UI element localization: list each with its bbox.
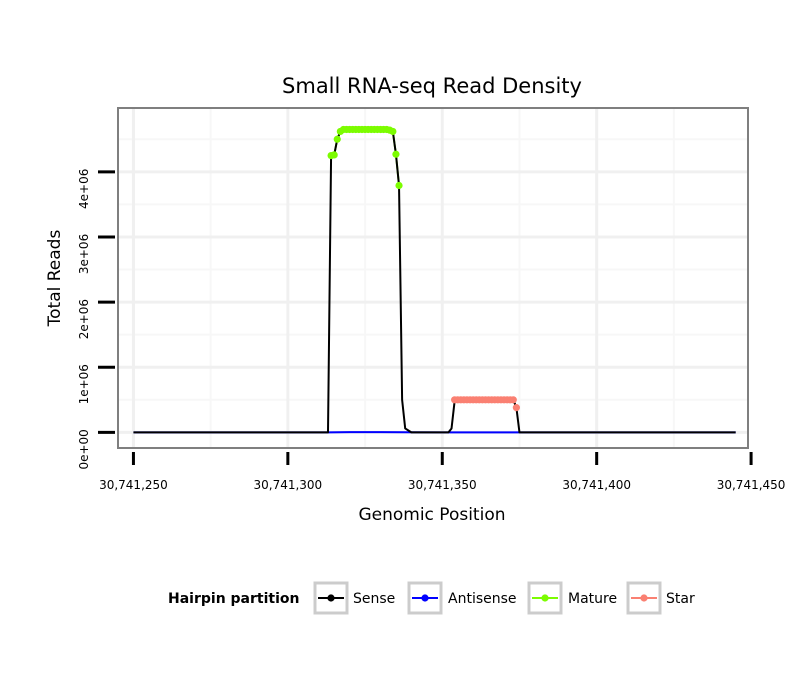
chart-title: Small RNA-seq Read Density: [282, 74, 582, 98]
legend: Hairpin partition Sense Antisense Mature St…: [168, 581, 695, 615]
legend-dot-star: [640, 594, 648, 602]
data-point-star: [512, 404, 520, 412]
y-tick-label: 4e+06: [77, 169, 91, 209]
x-axis: 30,741,250 30,741,300 30,741,350 30,741,400…: [99, 452, 785, 492]
grid-lines: [119, 109, 747, 447]
legend-dot-sense: [327, 594, 335, 602]
data-point-mature: [333, 135, 341, 143]
legend-label-antisense: Antisense: [448, 591, 517, 607]
data-point-mature: [395, 181, 403, 190]
x-tick-label: 30,741,450: [717, 478, 786, 492]
series-points: [327, 125, 520, 412]
y-tick-label: 3e+06: [77, 234, 91, 274]
y-tick-label: 1e+06: [77, 364, 91, 404]
y-axis-title: Total Reads: [45, 230, 65, 328]
data-point-mature: [392, 150, 400, 158]
y-tick-label: 0e+00: [77, 429, 91, 469]
plot-panel: [117, 107, 749, 449]
x-tick-label: 30,741,400: [562, 478, 631, 492]
data-point-mature: [330, 151, 338, 159]
legend-title: Hairpin partition: [168, 591, 299, 607]
x-axis-title: Genomic Position: [358, 505, 505, 525]
data-point-mature: [389, 127, 397, 136]
legend-label-sense: Sense: [353, 591, 395, 607]
x-tick-label: 30,741,300: [253, 478, 322, 492]
x-tick-label: 30,741,350: [408, 478, 477, 492]
legend-label-star: Star: [666, 591, 695, 607]
legend-dot-mature: [541, 594, 549, 602]
y-axis: 0e+00 1e+06 2e+06 3e+06 4e+06: [77, 169, 115, 470]
x-tick-label: 30,741,250: [99, 478, 168, 492]
legend-label-mature: Mature: [568, 591, 617, 607]
legend-dot-antisense: [421, 594, 429, 602]
data-point-star: [509, 396, 517, 404]
y-tick-label: 2e+06: [77, 299, 91, 339]
